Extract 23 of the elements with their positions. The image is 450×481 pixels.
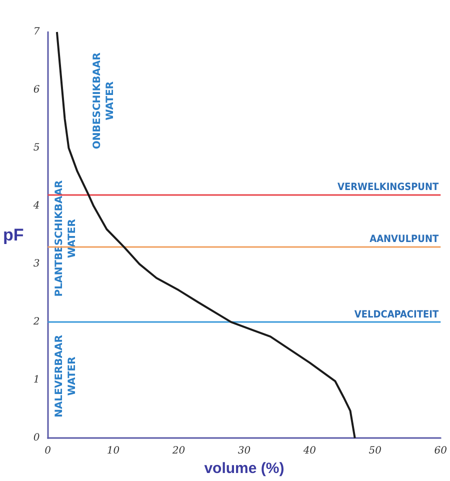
x-tick-label: 40 — [302, 446, 317, 457]
ref-line-label: VELDCAPACITEIT — [354, 310, 440, 321]
y-axis-title: pF — [2, 226, 24, 245]
ref-line-label: VERWELKINGSPUNT — [338, 182, 440, 193]
x-tick-label: 0 — [44, 446, 52, 457]
annotation: ONBESCHIKBAAR WATER — [92, 52, 116, 150]
x-axis-title: volume (%) — [204, 460, 284, 477]
x-tick-label: 60 — [434, 446, 448, 457]
y-tick-label: 0 — [33, 432, 40, 444]
ref-line-label: AANVULPUNT — [370, 234, 440, 246]
x-tick-label: 10 — [106, 446, 120, 457]
y-tick-label: 3 — [33, 258, 40, 270]
annotation: NALEVERBAAR WATER — [54, 334, 78, 418]
annotation: PLANTBESCHIKBAAR WATER — [54, 180, 78, 297]
y-tick-label: 1 — [33, 374, 40, 386]
y-tick-label: 7 — [33, 26, 40, 38]
y-tick-label: 4 — [32, 200, 40, 212]
y-tick-label: 6 — [33, 84, 40, 96]
y-tick-label: 5 — [33, 142, 40, 154]
y-tick-label: 2 — [32, 316, 40, 328]
x-tick-label: 50 — [368, 446, 382, 457]
x-tick-label: 30 — [238, 446, 252, 457]
x-tick-label: 20 — [171, 446, 186, 457]
